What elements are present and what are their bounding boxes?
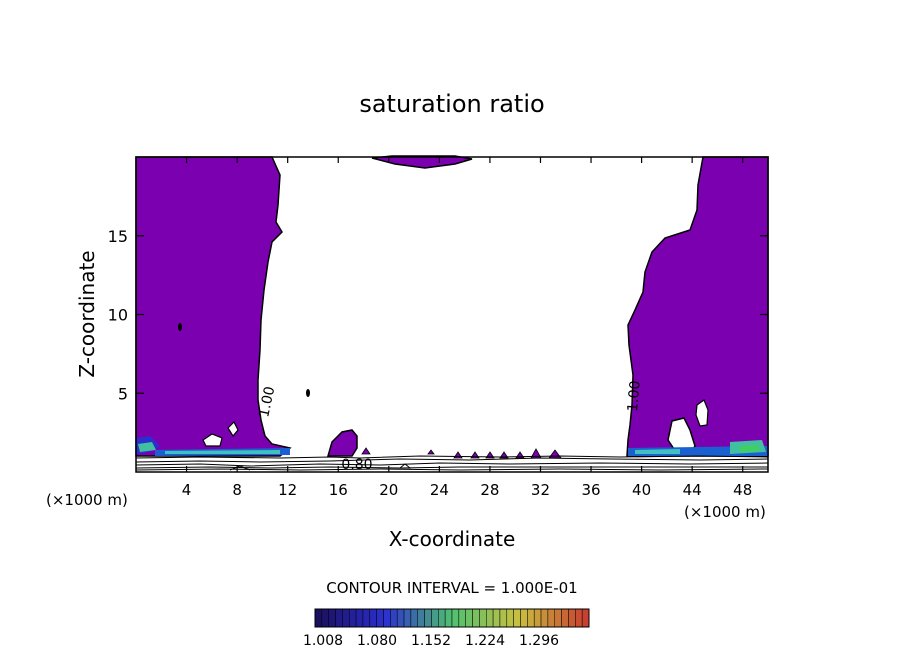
colorbar-segment <box>465 608 473 628</box>
y-tick-label: 5 <box>118 384 128 403</box>
colorbar-segment <box>396 608 405 628</box>
colorbar-tick-label: 1.152 <box>411 633 451 649</box>
small-saturated-patch <box>327 429 358 457</box>
left-saturated-column <box>135 156 292 457</box>
right-column-hole-small <box>695 399 709 427</box>
colorbar-segment <box>486 608 494 628</box>
colorbar-segment <box>328 608 336 628</box>
colorbar-segment <box>376 608 384 628</box>
colorbar-tick-label: 1.080 <box>357 633 397 649</box>
surface-band-cyan <box>635 449 680 454</box>
colorbar-segment <box>335 608 343 628</box>
colorbar-segment <box>458 608 466 628</box>
colorbar-segment <box>492 608 501 628</box>
colorbar-segment <box>438 608 446 628</box>
x-axis-ticks: 4 8 12 16 20 24 28 32 36 40 44 48 <box>182 157 752 499</box>
plot-area: 1.00 1.00 0.80 <box>135 155 769 473</box>
colorbar-segment <box>349 608 357 628</box>
colorbar-segment <box>417 608 425 628</box>
contour-label: 0.80 <box>341 457 372 473</box>
colorbar-segment <box>513 608 521 628</box>
surface-band-cyan <box>138 442 156 452</box>
colorbar-segment <box>575 608 583 628</box>
x-unit-right: (×1000 m) <box>684 503 766 521</box>
colorbar-segment <box>561 608 569 628</box>
colorbar-segment <box>581 608 590 628</box>
colorbar-segment <box>472 608 480 628</box>
x-tick-label: 16 <box>329 481 348 499</box>
colorbar-segment <box>369 608 377 628</box>
x-tick-label: 4 <box>182 481 192 499</box>
right-saturated-column <box>626 156 769 457</box>
contour-label: 1.00 <box>625 380 644 412</box>
colorbar-frame <box>314 608 590 628</box>
x-axis-label: X-coordinate <box>389 527 516 551</box>
colorbar-segment <box>527 608 535 628</box>
x-tick-label: 36 <box>581 481 600 499</box>
colorbar-segment <box>342 608 350 628</box>
colorbar-segment <box>314 608 323 628</box>
x-tick-label: 20 <box>379 481 398 499</box>
colorbar-segment <box>451 608 460 628</box>
small-saturated-blobs <box>361 447 562 459</box>
x-unit-left: (×1000 m) <box>46 491 128 509</box>
colorbar-segment <box>444 608 453 628</box>
y-axis-label: Z-coordinate <box>75 250 99 377</box>
isolated-blob <box>178 323 182 331</box>
colorbar-segment <box>321 608 329 628</box>
surface-band-cyan <box>165 450 280 454</box>
colorbar-labels: 1.008 1.080 1.152 1.224 1.296 <box>303 633 559 649</box>
colorbar <box>314 608 590 628</box>
colorbar-tick-label: 1.296 <box>519 633 559 649</box>
surface-contours <box>135 455 769 471</box>
x-tick-label: 28 <box>480 481 499 499</box>
colorbar-segment <box>424 608 432 628</box>
colorbar-segment <box>403 608 412 628</box>
contour-interval-text: CONTOUR INTERVAL = 1.000E-01 <box>326 579 577 597</box>
x-tick-label: 24 <box>430 481 449 499</box>
colorbar-segment <box>520 608 528 628</box>
colorbar-segment <box>568 608 576 628</box>
colorbar-tick-label: 1.224 <box>465 633 505 649</box>
isolated-blob <box>306 389 310 397</box>
colorbar-segment <box>410 608 418 628</box>
colorbar-segment <box>383 608 391 628</box>
colorbar-segment <box>533 608 542 628</box>
colorbar-segment <box>479 608 487 628</box>
surface-band-green <box>740 445 760 452</box>
left-column-hole <box>202 433 223 447</box>
colorbar-segment <box>547 608 556 628</box>
y-tick-label: 10 <box>108 306 128 325</box>
colorbar-tick-label: 1.008 <box>303 633 343 649</box>
chart-title: saturation ratio <box>359 90 544 118</box>
top-saturated-cap <box>371 155 473 169</box>
x-tick-label: 12 <box>278 481 297 499</box>
colorbar-segment <box>355 608 364 628</box>
colorbar-segment <box>499 608 508 628</box>
y-tick-label: 15 <box>108 227 128 246</box>
colorbar-segment <box>554 608 562 628</box>
x-tick-label: 44 <box>683 481 702 499</box>
x-tick-label: 8 <box>232 481 242 499</box>
colorbar-segment <box>362 608 371 628</box>
y-axis-ticks: 5 10 15 <box>108 227 768 403</box>
colorbar-segment <box>506 608 514 628</box>
colorbar-segment <box>431 608 439 628</box>
colorbar-segment <box>540 608 549 628</box>
x-tick-label: 48 <box>733 481 752 499</box>
colorbar-segment <box>390 608 398 628</box>
contour-label: 1.00 <box>256 385 278 419</box>
x-tick-label: 32 <box>531 481 550 499</box>
x-tick-label: 40 <box>632 481 651 499</box>
left-column-hole-small <box>227 420 239 438</box>
